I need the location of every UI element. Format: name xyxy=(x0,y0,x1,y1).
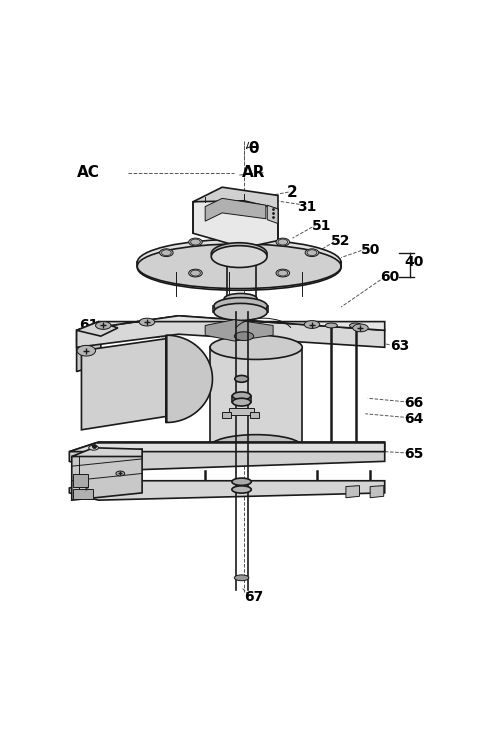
Polygon shape xyxy=(250,412,259,417)
Text: 50: 50 xyxy=(361,243,380,257)
Text: AC: AC xyxy=(77,165,100,180)
Ellipse shape xyxy=(189,269,202,277)
Ellipse shape xyxy=(232,398,251,406)
Ellipse shape xyxy=(160,249,173,257)
Ellipse shape xyxy=(276,238,289,246)
Text: 62: 62 xyxy=(89,453,108,468)
Text: ⚡: ⚡ xyxy=(83,485,89,494)
Text: AR: AR xyxy=(242,165,265,180)
Ellipse shape xyxy=(89,445,99,450)
Ellipse shape xyxy=(211,245,267,268)
Ellipse shape xyxy=(137,244,341,290)
Text: 2: 2 xyxy=(287,185,298,200)
Ellipse shape xyxy=(305,249,319,257)
Text: 64: 64 xyxy=(404,411,424,426)
Ellipse shape xyxy=(304,321,320,328)
Polygon shape xyxy=(210,347,302,447)
Ellipse shape xyxy=(137,244,341,289)
Polygon shape xyxy=(69,442,385,471)
Text: 67: 67 xyxy=(244,590,264,604)
Polygon shape xyxy=(370,485,384,497)
Ellipse shape xyxy=(139,318,155,326)
Ellipse shape xyxy=(189,238,202,246)
Text: 52: 52 xyxy=(331,233,351,248)
Polygon shape xyxy=(72,450,142,500)
Ellipse shape xyxy=(116,471,124,476)
Text: 51: 51 xyxy=(312,219,331,233)
Polygon shape xyxy=(77,322,118,336)
Polygon shape xyxy=(77,323,101,372)
Polygon shape xyxy=(193,187,278,209)
Ellipse shape xyxy=(224,293,257,304)
Ellipse shape xyxy=(77,346,96,356)
Text: 611: 611 xyxy=(74,334,103,348)
Ellipse shape xyxy=(235,375,248,382)
Text: 60: 60 xyxy=(380,270,399,284)
Text: 31: 31 xyxy=(297,200,317,214)
Ellipse shape xyxy=(214,298,267,315)
Polygon shape xyxy=(81,337,174,430)
Ellipse shape xyxy=(276,269,289,277)
Ellipse shape xyxy=(210,335,302,360)
Polygon shape xyxy=(205,319,273,341)
Ellipse shape xyxy=(353,324,368,332)
Polygon shape xyxy=(166,335,212,423)
FancyBboxPatch shape xyxy=(73,488,93,499)
Polygon shape xyxy=(205,198,266,221)
Ellipse shape xyxy=(96,322,111,329)
Ellipse shape xyxy=(232,478,251,485)
Text: 65: 65 xyxy=(404,447,424,461)
Text: 66: 66 xyxy=(404,396,424,410)
Text: 40: 40 xyxy=(404,255,424,269)
Ellipse shape xyxy=(137,239,341,286)
Ellipse shape xyxy=(234,575,249,580)
Polygon shape xyxy=(77,316,385,347)
Text: 63: 63 xyxy=(389,339,409,353)
Polygon shape xyxy=(267,205,278,224)
Text: θ: θ xyxy=(248,141,259,156)
Ellipse shape xyxy=(232,392,251,399)
Ellipse shape xyxy=(325,323,337,328)
Ellipse shape xyxy=(234,332,254,340)
Polygon shape xyxy=(222,412,231,417)
Polygon shape xyxy=(69,481,385,500)
Ellipse shape xyxy=(214,304,267,320)
Ellipse shape xyxy=(349,323,362,328)
Polygon shape xyxy=(77,316,385,331)
Text: 61: 61 xyxy=(79,319,99,332)
Polygon shape xyxy=(346,485,360,497)
Ellipse shape xyxy=(211,243,267,265)
Ellipse shape xyxy=(210,435,302,459)
Ellipse shape xyxy=(232,486,251,493)
Polygon shape xyxy=(229,408,254,415)
Polygon shape xyxy=(72,448,142,456)
Polygon shape xyxy=(69,443,385,452)
Polygon shape xyxy=(193,194,278,248)
FancyBboxPatch shape xyxy=(73,474,88,486)
